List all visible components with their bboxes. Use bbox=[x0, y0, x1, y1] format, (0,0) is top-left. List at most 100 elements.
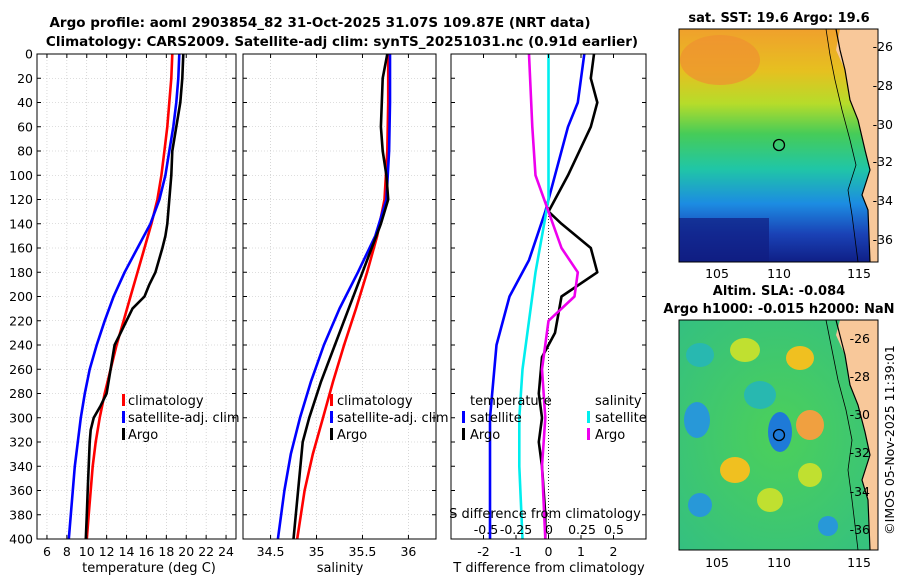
legend-swatch-s-argo bbox=[587, 428, 590, 440]
sla-blob bbox=[720, 457, 750, 483]
sst-ytick: -32 bbox=[873, 154, 893, 169]
sst-warm-patch bbox=[680, 35, 760, 85]
x-tick-label: 36 bbox=[400, 544, 416, 559]
y-tick-label: 180 bbox=[9, 265, 33, 280]
sst-ytick: -28 bbox=[873, 78, 893, 93]
sla-map-title-line1: Altim. SLA: -0.084 bbox=[713, 284, 845, 299]
y-tick-label: 320 bbox=[9, 435, 33, 450]
series-line-satellite-adj-clim bbox=[67, 53, 181, 540]
x-tick-label: 1 bbox=[577, 544, 585, 559]
legend-label-argo: Argo bbox=[128, 428, 158, 443]
salinity-xlabel: salinity bbox=[317, 561, 364, 576]
legend-swatch-climatology bbox=[122, 394, 125, 406]
s-difference-xlabel: S difference from climatology bbox=[449, 507, 641, 522]
series-line-argo bbox=[84, 53, 185, 540]
y-tick-label: 160 bbox=[9, 241, 33, 256]
x-tick-label: -2 bbox=[477, 544, 489, 559]
s-tick-label: 0.5 bbox=[604, 522, 624, 537]
sla-ytick: -32 bbox=[850, 445, 870, 460]
sst-map bbox=[678, 28, 879, 263]
sst-xtick: 115 bbox=[847, 266, 871, 281]
series-line-climatology bbox=[295, 54, 390, 540]
legend-label-s-argo: Argo bbox=[595, 428, 625, 443]
sla-blob bbox=[686, 343, 714, 367]
sst-cold-patch bbox=[679, 218, 769, 262]
sla-map-title-line2: Argo h1000: -0.015 h2000: NaN bbox=[663, 302, 894, 317]
sst-argo-marker bbox=[772, 138, 786, 152]
legend-label-t-satellite: satellite bbox=[470, 411, 522, 426]
legend-swatch-t-argo bbox=[462, 428, 465, 440]
x-tick-label: 18 bbox=[158, 544, 174, 559]
legend-label-satellite: satellite-adj. clim bbox=[337, 411, 449, 426]
sla-ytick: -30 bbox=[850, 407, 870, 422]
sst-ytick: -36 bbox=[873, 232, 893, 247]
y-tick-label: 220 bbox=[9, 313, 33, 328]
sst-coastline bbox=[835, 28, 871, 263]
legend-label-climatology: climatology bbox=[128, 394, 204, 409]
sst-map-title: sat. SST: 19.6 Argo: 19.6 bbox=[688, 11, 869, 26]
y-tick-label: 80 bbox=[17, 144, 33, 159]
sla-blob bbox=[818, 516, 838, 536]
sst-ytick: -34 bbox=[873, 193, 893, 208]
y-tick-label: 200 bbox=[9, 289, 33, 304]
x-tick-label: 12 bbox=[99, 544, 115, 559]
series-line-climatology bbox=[85, 53, 174, 540]
series-line-t-satellite bbox=[488, 53, 586, 539]
y-tick-label: 60 bbox=[17, 119, 33, 134]
t-difference-xlabel: T difference from climatology bbox=[452, 561, 645, 576]
x-tick-label: 20 bbox=[178, 544, 194, 559]
y-tick-label: 240 bbox=[9, 338, 33, 353]
sla-blob bbox=[744, 381, 776, 409]
legend-swatch-climatology bbox=[330, 394, 333, 406]
series-line-argo bbox=[292, 53, 390, 540]
sla-map-frame bbox=[678, 319, 879, 551]
s-difference-ticks: -0.5 -0.25 0 0.25 0.5 bbox=[474, 522, 624, 537]
sla-blob bbox=[796, 410, 824, 440]
x-tick-label: 6 bbox=[43, 544, 51, 559]
x-tick-label: 16 bbox=[138, 544, 154, 559]
y-tick-label: 360 bbox=[9, 483, 33, 498]
x-tick-label: 14 bbox=[119, 544, 135, 559]
sla-blob bbox=[768, 412, 792, 452]
sla-xtick: 105 bbox=[705, 555, 729, 570]
sst-map-frame bbox=[678, 28, 879, 263]
sst-map-ticks: 105 110 115 -26 -28 -30 -32 -34 -36 bbox=[705, 39, 893, 281]
series-line-satellite-adj-clim bbox=[276, 54, 392, 540]
salinity-legend: climatology satellite-adj. clim Argo bbox=[330, 394, 449, 443]
sla-xtick: 115 bbox=[847, 555, 871, 570]
y-tick-label: 100 bbox=[9, 168, 33, 183]
y-tick-label: 0 bbox=[25, 47, 33, 62]
sla-argo-marker bbox=[772, 428, 786, 442]
legend-swatch-satellite bbox=[122, 411, 125, 423]
y-tick-label: 20 bbox=[17, 71, 33, 86]
y-tick-label: 340 bbox=[9, 459, 33, 474]
x-tick-label: 22 bbox=[198, 544, 214, 559]
series-line-s-satellite bbox=[518, 54, 550, 540]
x-tick-label: 24 bbox=[218, 544, 234, 559]
s-tick-label: -0.25 bbox=[500, 522, 532, 537]
legend-title-temperature: temperature bbox=[470, 394, 552, 409]
sst-land bbox=[836, 29, 878, 262]
legend-label-argo: Argo bbox=[337, 428, 367, 443]
sst-ytick: -30 bbox=[873, 117, 893, 132]
y-tick-label: 380 bbox=[9, 507, 33, 522]
sla-blob bbox=[798, 463, 822, 487]
temperature-profile-panel: 6 8 10 12 14 16 18 20 22 240204060801001201401601… bbox=[9, 47, 237, 559]
sla-map bbox=[678, 319, 879, 551]
temperature-legend: climatology satellite-adj. clim Argo bbox=[122, 394, 240, 443]
x-tick-label: 35.5 bbox=[349, 544, 377, 559]
chart-title-line1: Argo profile: aoml 2903854_82 31-Oct-202… bbox=[49, 15, 590, 31]
sst-shelf-contour bbox=[825, 28, 859, 263]
y-tick-label: 260 bbox=[9, 362, 33, 377]
imos-credit: ©IMOS 05-Nov-2025 11:39:01 bbox=[882, 345, 897, 535]
sst-ytick: -26 bbox=[873, 39, 893, 54]
sla-coastline bbox=[835, 319, 871, 551]
legend-label-satellite: satellite-adj. clim bbox=[128, 411, 240, 426]
sla-land bbox=[836, 320, 878, 550]
y-tick-label: 120 bbox=[9, 192, 33, 207]
y-tick-label: 40 bbox=[17, 95, 33, 110]
y-tick-label: 140 bbox=[9, 216, 33, 231]
series-line-s-argo bbox=[527, 53, 580, 540]
difference-profile-panel: -2 -1 0 1 2 bbox=[450, 53, 647, 559]
sla-xtick: 110 bbox=[767, 555, 791, 570]
